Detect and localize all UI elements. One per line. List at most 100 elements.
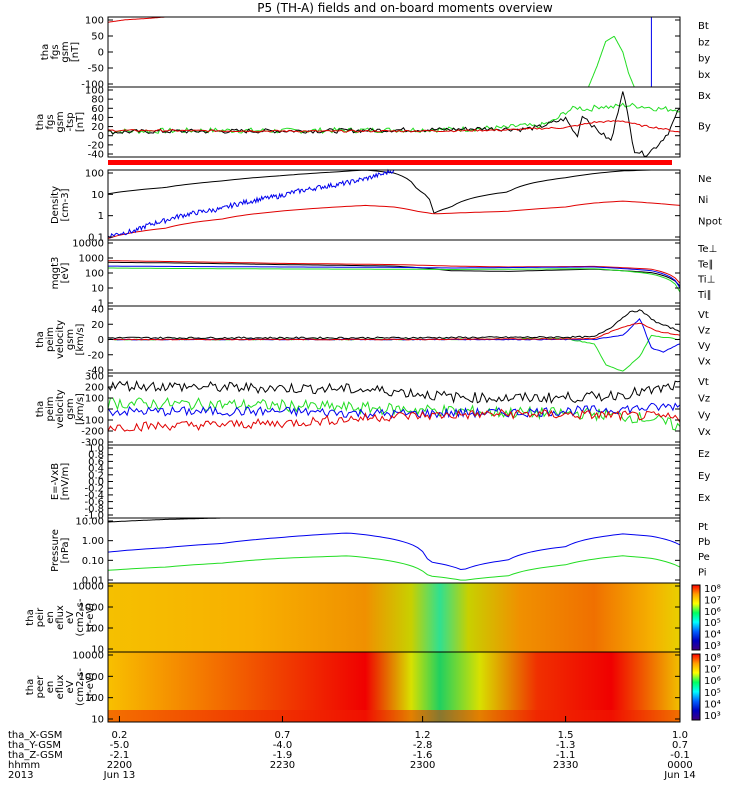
legend-entry: Vy bbox=[698, 341, 711, 352]
y-label-line: [km/s] bbox=[75, 323, 86, 355]
series-line bbox=[107, 120, 681, 133]
y-axis-label: mqgt3 [eV] bbox=[50, 257, 71, 290]
y-label-line: [nT] bbox=[75, 112, 86, 132]
series-line bbox=[107, 322, 681, 341]
y-label-line: [nT] bbox=[70, 42, 81, 62]
y-tick-label: 50 bbox=[91, 32, 104, 43]
y-tick-label: 0.10 bbox=[82, 556, 104, 567]
y-label-line: [nPa] bbox=[60, 537, 71, 563]
y-tick-label: 10000 bbox=[72, 239, 104, 250]
colorbar-tick-label: 10⁴ bbox=[704, 630, 721, 641]
y-label-line: peim bbox=[45, 327, 56, 352]
y-tick-label: 0.2 bbox=[88, 470, 104, 481]
spectrogram-low-band bbox=[108, 710, 680, 722]
series-line bbox=[107, 200, 681, 239]
series-line bbox=[107, 168, 395, 239]
y-axis-label: tha peir en eflux eV (cm2-s-sr-eV) bbox=[25, 598, 96, 636]
colorbar-tick-label: 10⁴ bbox=[704, 699, 721, 710]
colorbar-tick-label: 10⁶ bbox=[704, 607, 721, 618]
y-label-line: -tsp bbox=[65, 112, 76, 131]
colorbar-tick-label: 10⁷ bbox=[704, 665, 721, 676]
legend-entry: Vz bbox=[698, 394, 710, 405]
series-line bbox=[108, 267, 681, 293]
legend-entry: Pt bbox=[698, 522, 708, 533]
series-line bbox=[107, 532, 681, 571]
y-tick-label: -20 bbox=[88, 140, 104, 151]
colorbar-tick-label: 10⁶ bbox=[704, 676, 721, 687]
y-label-line: peer bbox=[35, 675, 46, 699]
colorbar-tick-label: 10⁸ bbox=[704, 584, 721, 595]
legend-entry: Ne bbox=[698, 174, 712, 185]
footer-value: -2.8 bbox=[413, 740, 433, 751]
y-tick-label: 0 bbox=[98, 405, 104, 416]
y-label-line: [eV] bbox=[60, 263, 71, 284]
series-line bbox=[108, 265, 681, 289]
y-label-line: gsm bbox=[65, 398, 76, 419]
colorbar-tick-label: 10⁸ bbox=[704, 653, 721, 664]
footer-date-end: Jun 14 bbox=[663, 770, 696, 781]
legend-entry: bx bbox=[698, 70, 710, 81]
y-tick-label: -100 bbox=[81, 416, 104, 427]
y-tick-label: 10.00 bbox=[75, 517, 104, 528]
y-label-line: peir bbox=[35, 607, 46, 627]
legend-entry: By bbox=[698, 121, 711, 132]
y-tick-label: 100 bbox=[85, 169, 104, 180]
y-label-line: mqgt3 bbox=[50, 257, 61, 290]
y-label-line: sr-eV) bbox=[85, 603, 96, 632]
series-line bbox=[650, 16, 653, 87]
y-tick-label: -200 bbox=[81, 427, 104, 438]
legend-entry: Vx bbox=[698, 357, 711, 368]
y-label-line: [km/s] bbox=[75, 393, 86, 425]
y-tick-label: 20 bbox=[91, 122, 104, 133]
y-label-line: eV bbox=[65, 611, 76, 624]
y-tick-label: 1000 bbox=[79, 254, 104, 265]
y-tick-label: 40 bbox=[91, 305, 104, 316]
y-label-line: velocity bbox=[55, 389, 66, 428]
footer-value: 2230 bbox=[270, 760, 295, 771]
y-label-line: sr-eV) bbox=[85, 672, 96, 701]
y-axis-label: tha peim velocity gsm [km/s] bbox=[35, 389, 86, 428]
y-tick-label: 0 bbox=[98, 335, 104, 346]
series-line bbox=[107, 334, 681, 372]
y-tick-label: 100 bbox=[85, 394, 104, 405]
series-line bbox=[107, 169, 652, 214]
y-label-line: tha bbox=[25, 679, 36, 695]
y-tick-label: 20 bbox=[91, 320, 104, 331]
y-label-line: fgs bbox=[50, 44, 61, 59]
colorbar-tick-label: 10⁷ bbox=[704, 595, 721, 606]
legend-entry: Vx bbox=[698, 427, 711, 438]
series-line bbox=[107, 309, 681, 340]
y-tick-label: -1.0 bbox=[84, 511, 104, 522]
y-label-line: gsm bbox=[60, 41, 71, 62]
colorbar-tick-label: 10⁵ bbox=[704, 688, 721, 699]
y-label-line: fgs bbox=[45, 114, 56, 129]
y-tick-label: 80 bbox=[91, 95, 104, 106]
y-axis-label: Density [cm-3] bbox=[50, 186, 71, 224]
y-axis-label: Pressure [nPa] bbox=[50, 529, 71, 572]
legend-entry: Pb bbox=[698, 537, 710, 548]
legend-entry: Bt bbox=[698, 21, 709, 32]
y-tick-label: -0.4 bbox=[84, 490, 104, 501]
series-line bbox=[107, 91, 681, 157]
series-line bbox=[107, 102, 681, 135]
y-label-line: Density bbox=[50, 186, 61, 224]
y-label-line: tha bbox=[40, 44, 51, 60]
y-label-line: tha bbox=[35, 401, 46, 417]
y-tick-label: 40 bbox=[91, 113, 104, 124]
y-tick-label: 100 bbox=[85, 16, 104, 27]
legend-entry: Ti∥ bbox=[697, 290, 712, 301]
y-tick-label: 10 bbox=[91, 715, 104, 726]
footer-value: 1.0 bbox=[672, 730, 688, 741]
panel-4: 10000 1000 100 10 1 mqgt3 [eV] Te⊥ Te∥ Ti⊥ Ti∥ bbox=[50, 239, 717, 310]
footer-row-label: tha_Y-GSM bbox=[8, 740, 61, 751]
footer-value: 2330 bbox=[553, 760, 578, 771]
legend-entry: Te⊥ bbox=[697, 244, 717, 255]
colorbar-tick-label: 10⁵ bbox=[704, 618, 721, 629]
y-tick-label: 0 bbox=[98, 48, 104, 59]
y-label-line: tha bbox=[25, 609, 36, 625]
y-tick-label: 1.0 bbox=[88, 444, 104, 455]
footer-value: -1.1 bbox=[556, 750, 576, 761]
y-axis-label: tha fgs gsm -tsp [nT] bbox=[35, 111, 86, 132]
